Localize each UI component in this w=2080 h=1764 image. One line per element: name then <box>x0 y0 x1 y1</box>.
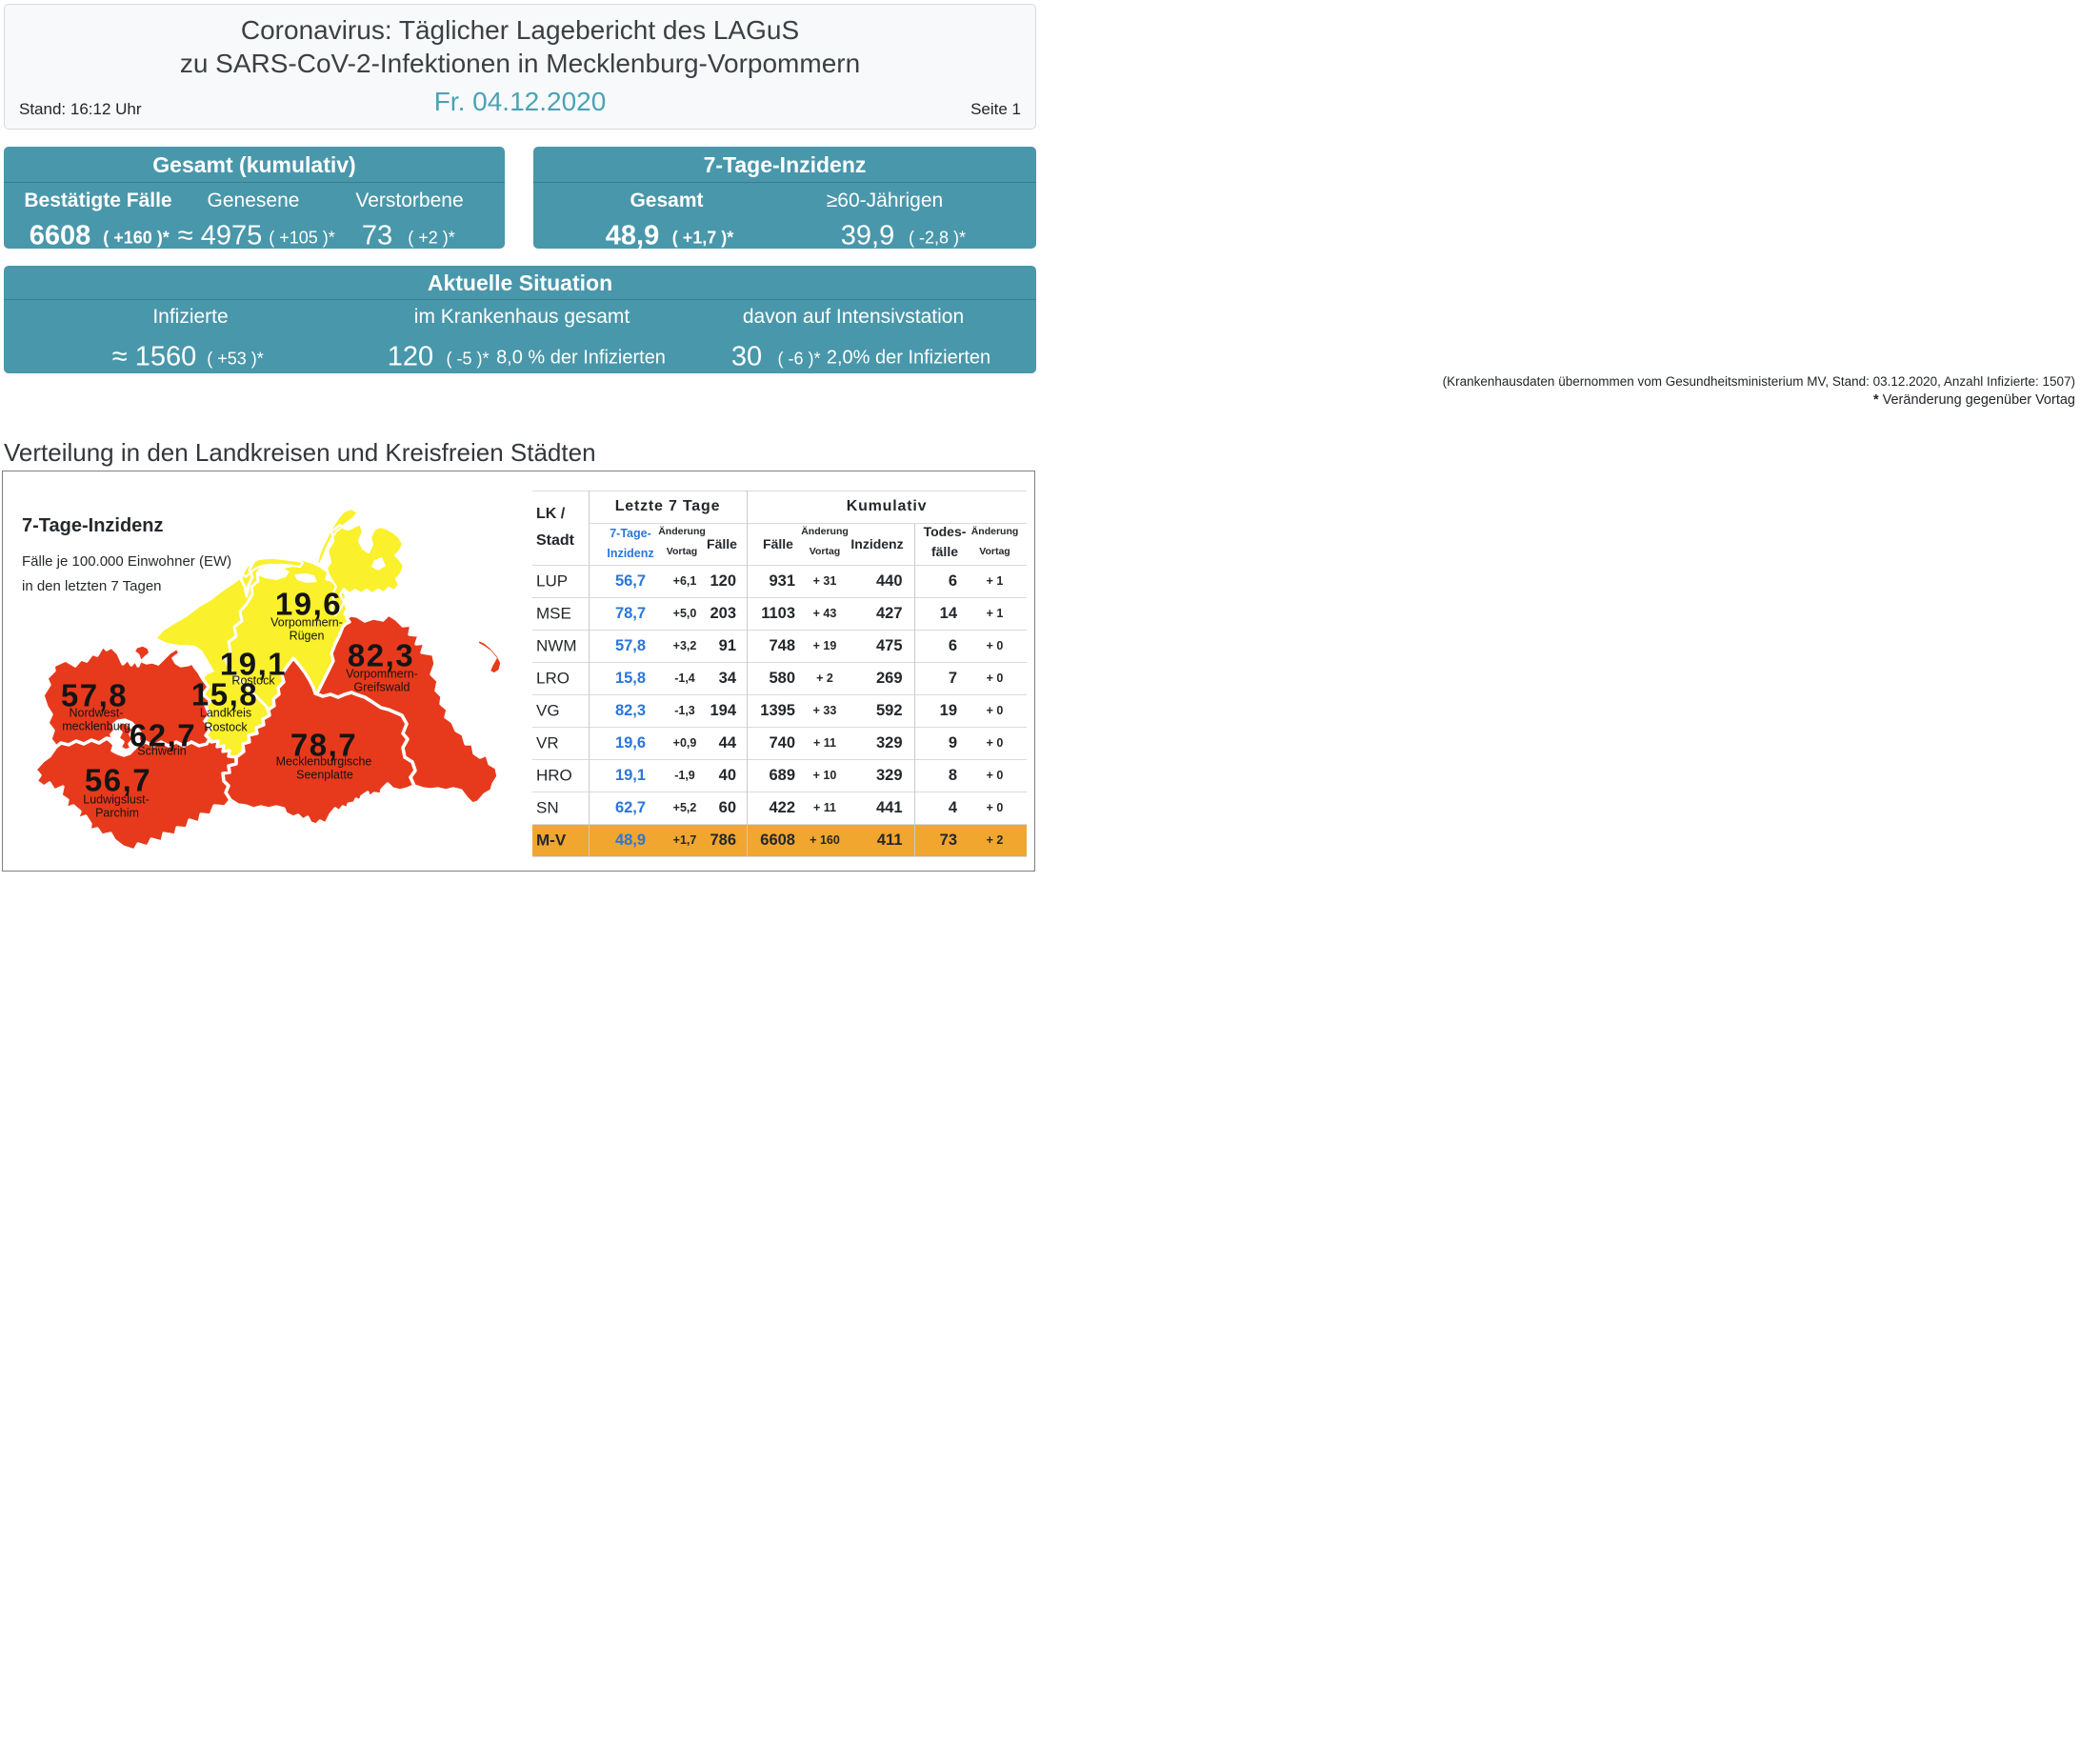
svg-text:Greifswald: Greifswald <box>353 680 410 693</box>
svg-text:56,7: 56,7 <box>85 763 151 798</box>
svg-text:Ludwigslust-: Ludwigslust- <box>83 792 149 806</box>
svg-text:mecklenburg: mecklenburg <box>62 719 130 732</box>
svg-text:Nordwest-: Nordwest- <box>70 706 124 719</box>
svg-text:Vorpommern-: Vorpommern- <box>346 667 418 680</box>
svg-text:78,7: 78,7 <box>290 728 357 763</box>
svg-text:Schwerin: Schwerin <box>137 744 186 757</box>
svg-text:Landkreis: Landkreis <box>200 706 251 719</box>
svg-text:62,7: 62,7 <box>130 718 196 753</box>
svg-text:19,6: 19,6 <box>275 587 342 622</box>
svg-text:Rügen: Rügen <box>290 629 325 642</box>
svg-text:Parchim: Parchim <box>95 806 139 819</box>
svg-text:Mecklenburgische: Mecklenburgische <box>276 754 372 768</box>
svg-text:Vorpommern-: Vorpommern- <box>270 615 343 629</box>
svg-text:Seenplatte: Seenplatte <box>296 768 353 781</box>
svg-text:Rostock: Rostock <box>204 720 248 733</box>
svg-text:19,1: 19,1 <box>220 647 287 682</box>
svg-text:Rostock: Rostock <box>231 673 275 687</box>
svg-text:15,8: 15,8 <box>191 677 258 712</box>
svg-text:82,3: 82,3 <box>348 638 414 673</box>
svg-text:57,8: 57,8 <box>61 678 128 713</box>
